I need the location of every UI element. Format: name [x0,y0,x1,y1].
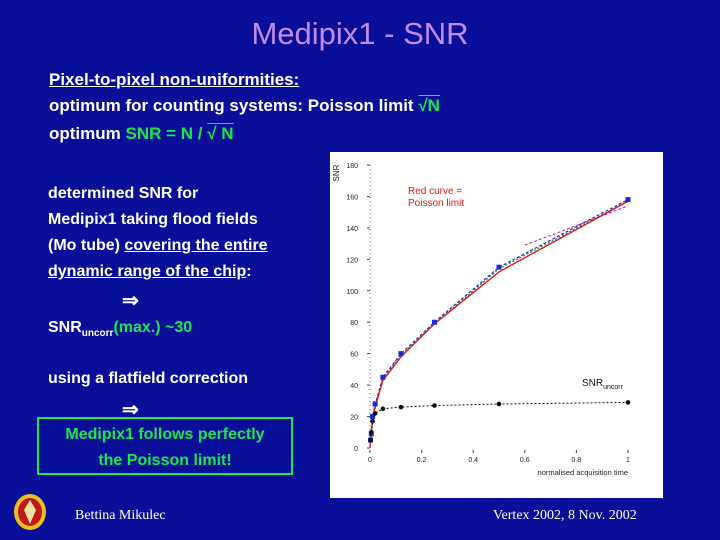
data-point-corrected [380,374,386,380]
x-tick-label: 0.2 [417,457,427,464]
data-point-uncorr [368,437,373,443]
data-point-uncorr [370,418,375,424]
slide-title: Medipix1 - SNR [251,16,469,51]
body-line-1: determined SNR for [48,185,199,202]
snr-max: (max.) ~30 [113,319,193,336]
annotation-snr-uncorr: SNRuncorr [582,378,624,391]
sqrt-n: N [427,96,440,115]
data-point-uncorr [625,400,631,405]
snr-uncorr-line: SNRuncorr(max.) ~30 [48,315,192,347]
x-axis-label: normalised acquisition time [538,468,628,477]
flatfield-line: using a flatfield correction [48,370,249,387]
university-logo-icon [14,494,46,530]
data-point-uncorr [432,403,437,408]
optimum-text: optimum [49,124,126,143]
poisson-limit-line: optimum for counting systems: Poisson li… [49,96,440,116]
snr-label: SNR [48,319,82,336]
body-line-3a: (Mo tube) [48,237,125,254]
body-line-3: (Mo tube) covering the entire [48,233,268,259]
data-point-corrected [398,351,404,357]
annotation-red-1: Red curve = [408,186,462,197]
y-tick-label: 0 [354,446,358,453]
body-line-4: dynamic range of the chip: [48,259,268,285]
conclusion-box: Medipix1 follows perfectly the Poisson l… [37,417,293,475]
conclusion-line-2: the Poisson limit! [98,452,232,469]
snr-sub: uncorr [81,328,114,339]
data-point-uncorr [372,411,378,416]
x-tick-label: 1 [626,457,630,464]
x-tick-label: 0.8 [572,457,582,464]
body-paragraph: determined SNR for Medipix1 taking flood… [48,181,268,285]
data-point-uncorr [380,406,386,411]
data-point-uncorr [368,429,374,435]
y-tick-label: 180 [346,163,358,170]
snr-chart: 0 20 40 60 80 100 120 140 160 180 0 0.2 0.4 0.6 0.8 1 SN… [330,152,663,498]
data-point-corrected [432,319,437,325]
y-tick-label: 20 [350,415,358,422]
x-tick-label: 0.4 [468,457,478,464]
y-tick-label: 60 [350,352,358,359]
data-point-corrected [370,414,376,420]
x-tick-label: 0.6 [520,457,530,464]
y-tick-label: 100 [346,289,358,296]
y-tick-label: 80 [350,320,358,327]
optimum-snr-line: optimum SNR = N / √ N [49,124,234,144]
series-line-poisson [369,200,629,449]
snr-formula: SNR = N / [125,124,208,143]
x-tick-label: 0 [368,457,372,464]
author-footer: Bettina Mikulec [75,508,166,523]
y-axis-label: SNR [332,164,341,181]
series-line-fit [524,205,629,246]
snr-chart-svg: 0 20 40 60 80 100 120 140 160 180 0 0.2 0.4 0.6 0.8 1 SN… [332,163,631,477]
sqrt-symbol: √ [418,96,428,115]
body-line-4b: : [246,263,252,280]
y-tick-label: 140 [346,226,358,233]
body-line-2: Medipix1 taking flood fields [48,211,258,228]
body-line-3b: covering the entire [124,237,268,254]
y-tick-label: 160 [346,194,358,201]
y-tick-label: 120 [346,257,358,264]
annotation-red-2: Poisson limit [408,198,464,209]
data-point-corrected [496,264,502,270]
poisson-limit-text: optimum for counting systems: Poisson li… [49,96,419,115]
data-point-corrected [372,401,378,407]
implies-arrow-1: ⇒ [122,290,139,312]
implies-arrow-2: ⇒ [122,399,139,421]
heading-nonuniformities: Pixel-to-pixel non-uniformities: [49,70,300,89]
conclusion-line-1: Medipix1 follows perfectly [65,426,265,443]
sqrt-n-2: N [216,124,234,143]
data-point-corrected [625,197,631,203]
data-point-uncorr [398,404,404,410]
event-footer: Vertex 2002, 8 Nov. 2002 [493,508,637,523]
y-tick-label: 40 [350,383,358,390]
series-line-uncorr [370,401,629,441]
body-line-4a: dynamic range of the chip [48,263,247,280]
data-point-uncorr [496,401,502,407]
sqrt-symbol-2: √ [207,124,217,143]
